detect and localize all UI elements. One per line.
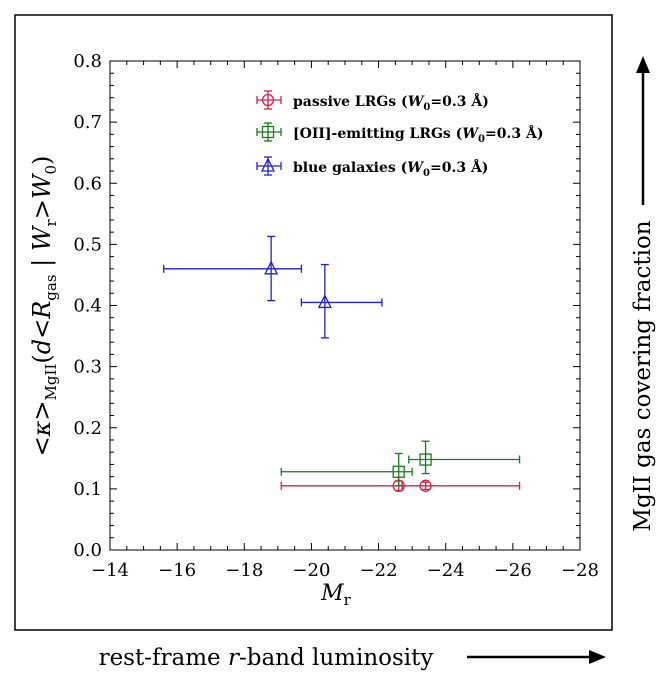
legend-label-w: W xyxy=(408,94,425,110)
legend-marker-square xyxy=(261,125,275,139)
right-annotation-label: MgII gas covering fraction xyxy=(630,220,656,531)
y-label-part: κ xyxy=(28,420,56,437)
y-tick-label: 0.7 xyxy=(73,112,102,133)
data-point xyxy=(419,453,432,466)
x-tick-label: −16 xyxy=(158,560,196,581)
x-tick-label: −20 xyxy=(292,560,330,581)
legend-label: passive LRGs (W0=0.3 Å) xyxy=(293,92,489,113)
x-axis-label: Mr xyxy=(320,581,352,609)
series-square xyxy=(280,440,521,487)
x-tick-label: −24 xyxy=(427,560,465,581)
data-point xyxy=(264,260,279,275)
y-label-part: R xyxy=(28,301,56,320)
legend-label-w-sub: 0 xyxy=(423,102,430,113)
y-label-part: MgII xyxy=(42,364,60,401)
legend-label-suffix: =0.3 Å) xyxy=(430,158,488,176)
legend-label-suffix: =0.3 Å) xyxy=(485,124,543,142)
y-label-part: d xyxy=(28,339,56,354)
y-tick-label: 0.8 xyxy=(73,51,102,72)
y-label-part: W xyxy=(28,224,56,251)
bottom-annotation-arrowhead xyxy=(589,650,606,664)
x-tick-label: −28 xyxy=(561,560,599,581)
y-label-part: W xyxy=(28,172,56,199)
y-tick-label: 0.1 xyxy=(73,479,102,500)
y-tick-label: 0.3 xyxy=(73,357,102,378)
y-label-part: ( xyxy=(28,354,56,363)
y-tick-label: 0.6 xyxy=(73,173,102,194)
legend-label: blue galaxies (W0=0.3 Å) xyxy=(293,158,488,179)
x-tick-label: −22 xyxy=(360,560,398,581)
x-tick-label: −14 xyxy=(91,560,129,581)
x-tick-label: −26 xyxy=(494,560,532,581)
legend-marker-triangle xyxy=(260,157,276,172)
y-tick-label: 0.2 xyxy=(73,418,102,439)
y-label-part: > xyxy=(28,400,56,420)
y-label-part: < xyxy=(28,436,56,456)
legend-label-name: blue galaxies ( xyxy=(293,160,407,176)
legend-label-w-sub: 0 xyxy=(478,134,485,145)
x-axis-label-main: M xyxy=(320,581,344,606)
x-tick-label: −18 xyxy=(225,560,263,581)
y-label-part: 0 xyxy=(42,165,60,175)
bottom-label-italic: r xyxy=(228,645,241,671)
legend-marker-circle xyxy=(261,93,275,107)
legend-label-name: [OII]-emitting LRGs ( xyxy=(293,126,462,142)
y-tick-label: 0.4 xyxy=(73,296,102,317)
data-point xyxy=(317,293,332,309)
x-axis: −14 −16 −18 −20 −22 −24 −26 −28 xyxy=(91,61,599,581)
legend-label-w: W xyxy=(407,160,424,176)
bottom-label-post: -band luminosity xyxy=(239,645,433,671)
y-label-part: gas xyxy=(42,274,60,300)
legend: passive LRGs (W0=0.3 Å)[OII]-emitting LR… xyxy=(256,90,543,179)
data-point xyxy=(392,465,405,478)
y-axis: 0.0 0.1 0.2 0.3 0.4 0.5 0.6 0.7 0.8 xyxy=(73,51,580,561)
legend-label-w-sub: 0 xyxy=(423,168,430,179)
y-label-part: > xyxy=(28,199,56,219)
y-axis-label: <κ>MgII(d<Rgas | Wr>W0) xyxy=(28,156,60,457)
y-tick-label: 0.0 xyxy=(73,540,102,561)
y-label-part: < xyxy=(28,319,56,339)
legend-label-w: W xyxy=(462,126,479,142)
legend-label: [OII]-emitting LRGs (W0=0.3 Å) xyxy=(293,124,543,145)
right-annotation-arrowhead xyxy=(636,56,650,73)
data-layer xyxy=(163,235,521,492)
series-triangle xyxy=(163,235,383,339)
bottom-annotation-label: rest-frame r-band luminosity xyxy=(99,645,434,671)
y-label-part: | xyxy=(28,251,57,274)
bottom-label-pre: rest-frame xyxy=(99,645,228,671)
legend-label-name: passive LRGs ( xyxy=(293,94,408,110)
outer-frame xyxy=(14,14,613,631)
y-tick-label: 0.5 xyxy=(73,234,102,255)
x-axis-label-sub: r xyxy=(344,591,352,609)
data-point xyxy=(419,479,432,492)
legend-label-suffix: =0.3 Å) xyxy=(430,92,488,110)
y-label-part: ) xyxy=(28,156,56,165)
y-label-part: r xyxy=(42,218,60,226)
